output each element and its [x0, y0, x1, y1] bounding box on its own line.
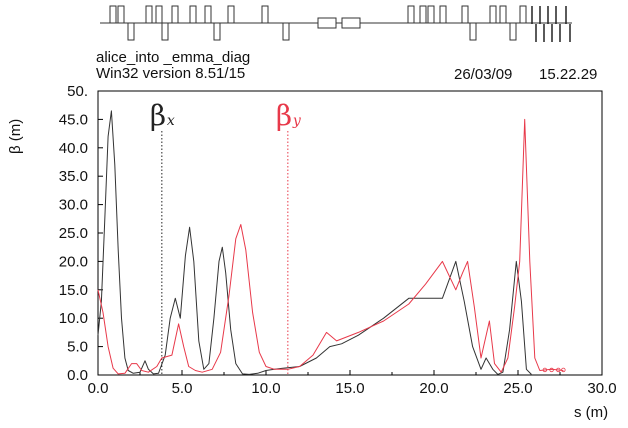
lattice-magnet	[161, 22, 169, 41]
y-tick-label: 5.0	[67, 339, 88, 356]
lattice-diagram	[100, 5, 572, 42]
marker-beta-symbol: β	[276, 99, 292, 132]
version-label: Win32 version 8.51/15	[96, 65, 246, 82]
file-name: alice_into _emma_diag	[96, 49, 251, 66]
x-tick-label: 25.0	[503, 380, 532, 397]
plot-frame	[97, 90, 603, 376]
x-axis-label: s (m)	[574, 404, 609, 421]
tail-point	[549, 367, 554, 373]
lattice-magnet	[499, 5, 507, 24]
x-tick-label: 0.0	[88, 380, 109, 397]
lattice-magnet	[427, 5, 435, 24]
series-lines	[97, 110, 566, 375]
x-tick-label: 15.0	[335, 380, 364, 397]
x-tick-label: 30.0	[587, 380, 616, 397]
lattice-magnet	[189, 5, 197, 24]
lattice-magnet	[109, 5, 117, 24]
lattice-magnet	[155, 5, 163, 24]
lattice-magnet	[117, 5, 125, 24]
lattice-magnet	[469, 22, 477, 41]
lattice-element	[317, 17, 337, 29]
y-tick-label: 40.0	[59, 140, 88, 157]
y-tick-label: 10.0	[59, 310, 88, 327]
lattice-magnet	[489, 5, 497, 24]
x-tick-label: 5.0	[172, 380, 193, 397]
lattice-magnet	[419, 5, 427, 24]
x-tick-label: 20.0	[419, 380, 448, 397]
time-label: 15.22.29	[539, 66, 598, 83]
tail-point	[561, 367, 566, 373]
series-line-beta-x	[97, 110, 532, 375]
y-axis-label: β (m)	[7, 118, 24, 154]
lattice-magnet	[282, 22, 290, 41]
lattice-magnet	[227, 5, 235, 24]
lattice-magnet	[213, 22, 221, 41]
tail-point	[542, 367, 548, 373]
lattice-magnet	[509, 22, 517, 41]
lattice-magnet	[519, 5, 527, 24]
y-tick-label: 0.0	[67, 367, 88, 384]
y-tick-label: 30.0	[59, 197, 88, 214]
tail-point	[556, 367, 561, 373]
lattice-magnet	[145, 5, 153, 24]
y-tick-label: 15.0	[59, 282, 88, 299]
y-tick-label: 25.0	[59, 225, 88, 242]
y-tick-label: 20.0	[59, 253, 88, 270]
x-axis-ticks: 0.0 5.0 10.0 15.0 20.0 25.0 30.0	[88, 370, 617, 397]
lattice-magnet	[461, 5, 469, 24]
series-line-beta-y	[97, 118, 564, 375]
lattice-magnet	[127, 22, 135, 41]
lattice-element	[341, 17, 361, 29]
lattice-magnet	[439, 5, 447, 24]
y-tick-label: 45.0	[59, 111, 88, 128]
lattice-magnet	[261, 5, 269, 24]
lattice-magnet	[407, 5, 415, 24]
y-axis-ticks: 0.0 5.0 10.0 15.0 20.0 25.0 30.0 35.0 40.0 45.0 50…	[59, 83, 103, 384]
y-tick-label: 35.0	[59, 168, 88, 185]
x-tick-label: 10.0	[251, 380, 280, 397]
y-tick-label: 50.	[67, 83, 88, 100]
marker-subscript: y	[292, 113, 302, 129]
lattice-magnet	[171, 5, 179, 24]
lattice-magnet	[204, 5, 212, 24]
marker-subscript: x	[167, 113, 175, 129]
marker-beta-symbol: β	[150, 99, 166, 132]
date-label: 26/03/09	[454, 66, 513, 83]
